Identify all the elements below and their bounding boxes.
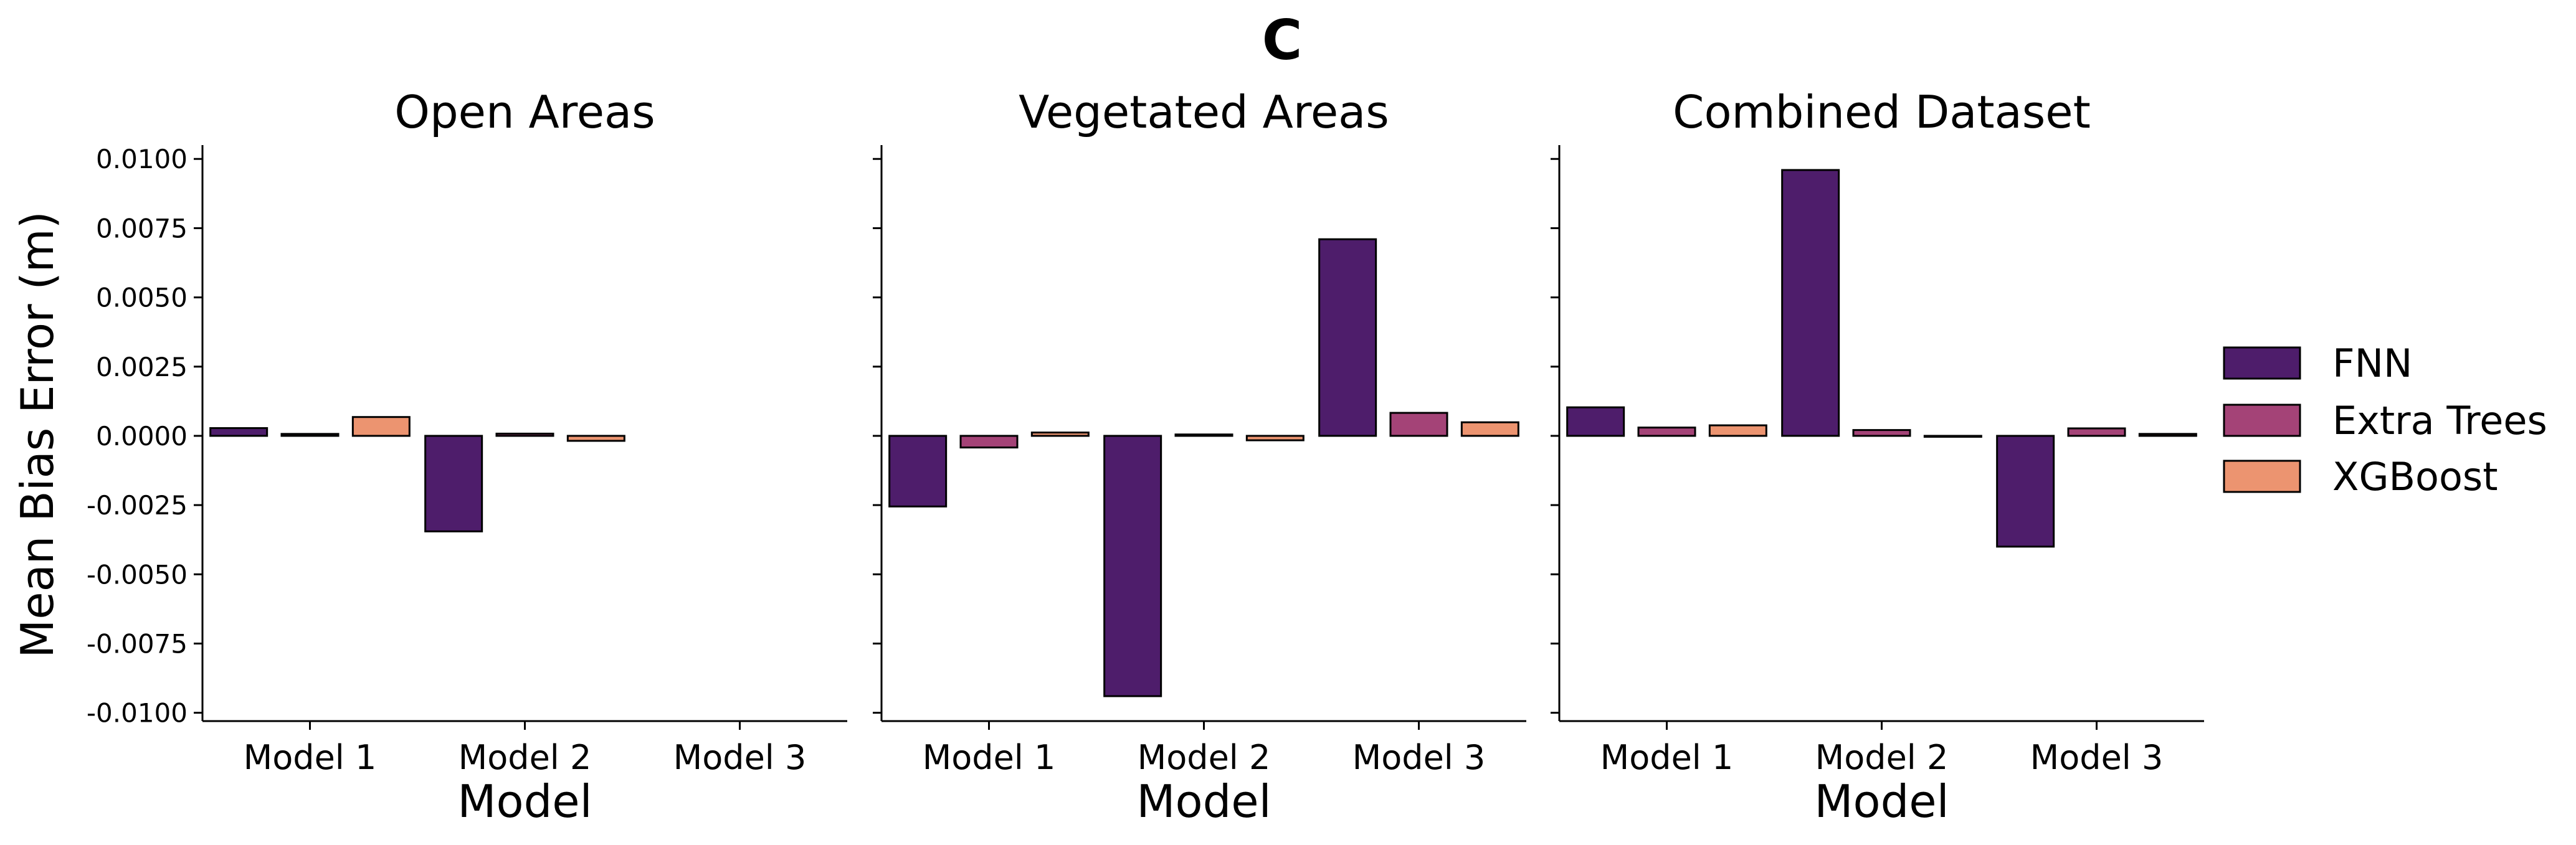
legend-label-xgboost: XGBoost [2332, 454, 2498, 499]
legend-swatch-extra-trees [2223, 404, 2301, 437]
x-tick-label: Model 3 [1352, 738, 1486, 777]
x-tick-label: Model 1 [1600, 738, 1734, 777]
y-tick-label: -0.0025 [87, 490, 188, 521]
bar-fnn-model-1 [1566, 406, 1625, 437]
panel-2: Vegetated Areas Model 1 Model 2 Model 3 Mode… [873, 86, 1526, 828]
bar-fnn-model-3 [1318, 238, 1377, 437]
y-tick-label: 0.0100 [96, 144, 188, 174]
panel-1: Open Areas 0.0100 0.0075 0.0050 0.0025 0.0000… [87, 86, 847, 828]
bar-xgboost-model-3 [1460, 421, 1519, 437]
y-tick-label: 0.0025 [96, 352, 188, 382]
legend-label-fnn: FNN [2332, 341, 2412, 386]
x-tick-label: Model 2 [1815, 738, 1949, 777]
panel-3: Combined Dataset Model 1 Model 2 Model 3 Mod… [1551, 86, 2204, 828]
y-axis-label: Mean Bias Error (m) [11, 211, 64, 658]
bar-fnn-model-2 [424, 435, 483, 532]
bar-xgboost-model-1 [351, 416, 411, 437]
x-tick-label: Model 1 [923, 738, 1056, 777]
panel-title: Combined Dataset [1673, 86, 2091, 138]
legend-label-extra-trees: Extra Trees [2332, 398, 2547, 443]
bar-xgboost-model-2 [1923, 435, 1982, 438]
x-axis-label: Model [1136, 775, 1271, 828]
y-tick-label: 0.0050 [96, 283, 188, 313]
bar-fnn-model-1 [888, 435, 948, 507]
bar-extra-trees-model-1 [280, 433, 340, 437]
bar-fnn-model-3 [1996, 435, 2055, 548]
bar-xgboost-model-3 [2138, 433, 2197, 437]
x-tick-label: Model 1 [244, 738, 377, 777]
bar-extra-trees-model-3 [1389, 412, 1448, 437]
bar-fnn-model-1 [209, 427, 269, 437]
figure-title: C [1262, 8, 1303, 72]
x-tick-label: Model 3 [673, 738, 807, 777]
y-tick-label: -0.0075 [87, 628, 188, 659]
bar-xgboost-model-2 [1245, 435, 1305, 441]
y-tick-label: -0.0050 [87, 559, 188, 590]
bar-extra-trees-model-1 [1637, 427, 1696, 437]
bar-xgboost-model-1 [1708, 424, 1767, 437]
panels: Open Areas 0.0100 0.0075 0.0050 0.0025 0.0000… [87, 86, 2204, 828]
bar-fnn-model-2 [1103, 435, 1162, 697]
x-axis-label: Model [457, 775, 592, 828]
y-tick-label: -0.0100 [87, 698, 188, 729]
panel-title: Open Areas [394, 86, 655, 138]
legend-swatch-xgboost [2223, 460, 2301, 493]
bar-extra-trees-model-3 [2067, 427, 2126, 437]
legend-swatch-fnn [2223, 346, 2301, 380]
panel-title: Vegetated Areas [1019, 86, 1389, 138]
legend: FNN Extra Trees XGBoost [2223, 341, 2547, 499]
bar-extra-trees-model-2 [1852, 429, 1911, 437]
bar-fnn-model-2 [1781, 169, 1840, 437]
bar-xgboost-model-1 [1030, 432, 1090, 437]
bar-extra-trees-model-2 [1174, 433, 1233, 437]
y-tick-label: 0.0075 [96, 213, 188, 243]
bar-extra-trees-model-2 [495, 432, 554, 437]
x-tick-label: Model 2 [459, 738, 592, 777]
bar-extra-trees-model-1 [959, 435, 1019, 449]
x-tick-label: Model 2 [1138, 738, 1271, 777]
x-tick-label: Model 3 [2030, 738, 2164, 777]
x-axis-label: Model [1814, 775, 1949, 828]
bar-xgboost-model-2 [566, 435, 625, 442]
y-tick-label: 0.0000 [96, 421, 188, 451]
